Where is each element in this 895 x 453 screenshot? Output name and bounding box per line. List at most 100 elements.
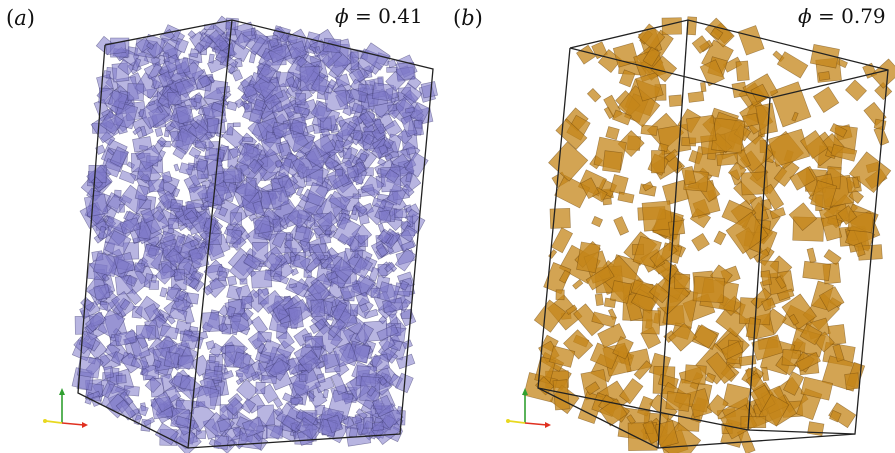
particle	[640, 124, 658, 136]
particle	[107, 89, 129, 110]
particle	[227, 275, 237, 286]
particle	[555, 118, 588, 150]
particle	[174, 76, 199, 96]
particle	[853, 242, 866, 257]
particle	[706, 394, 729, 417]
particle	[208, 355, 216, 364]
particle	[617, 191, 635, 204]
particle	[239, 278, 248, 285]
particle	[351, 256, 374, 279]
particle	[225, 305, 237, 318]
particle	[255, 352, 272, 364]
particle	[168, 307, 188, 322]
particle	[115, 374, 127, 384]
particle	[131, 57, 142, 72]
particle	[99, 301, 109, 311]
particle	[548, 141, 589, 182]
particle	[420, 81, 438, 99]
particle	[395, 61, 416, 81]
particle	[119, 298, 131, 311]
particle	[725, 211, 769, 255]
particle	[305, 182, 329, 208]
particle	[229, 212, 242, 226]
particle	[837, 205, 858, 226]
particle	[155, 263, 177, 285]
particle	[818, 71, 831, 81]
particle	[800, 376, 834, 401]
particle	[185, 292, 200, 305]
panel-label-b: (b)	[453, 6, 483, 30]
particle	[788, 313, 799, 326]
particle	[272, 272, 290, 285]
particle	[248, 108, 264, 124]
particle	[85, 311, 107, 333]
particle	[168, 218, 179, 230]
particle	[612, 109, 632, 126]
particle	[157, 105, 164, 114]
particle	[263, 93, 281, 111]
particle	[691, 35, 711, 54]
particle	[352, 129, 363, 141]
particle	[642, 420, 661, 444]
particle	[292, 253, 311, 271]
particle	[722, 383, 751, 411]
particle	[137, 404, 149, 417]
particle	[157, 71, 174, 88]
particle	[143, 416, 155, 427]
particle	[188, 184, 209, 202]
particle	[848, 188, 864, 204]
particle	[641, 200, 673, 232]
particle	[299, 193, 310, 203]
particle	[810, 180, 838, 211]
particle	[328, 190, 351, 211]
particle	[740, 416, 767, 428]
particle	[414, 119, 423, 129]
particle	[699, 59, 725, 87]
particle	[806, 247, 817, 264]
particle	[293, 224, 314, 244]
particle	[174, 269, 185, 281]
particle	[591, 215, 604, 228]
particle	[760, 270, 772, 286]
particle	[173, 163, 180, 172]
particle	[156, 136, 167, 147]
particle	[201, 311, 220, 333]
particle	[384, 261, 396, 273]
particle	[612, 336, 634, 360]
particle	[93, 283, 111, 301]
axis-triad-a	[43, 388, 88, 428]
particle	[99, 110, 124, 135]
particle	[271, 229, 288, 249]
panel-a: (a) ϕ = 0.41	[0, 0, 447, 453]
particle	[400, 114, 418, 138]
particle	[296, 56, 308, 68]
particle	[353, 201, 368, 215]
particle	[136, 144, 163, 170]
bounding-box-a	[77, 19, 434, 449]
particle	[316, 210, 339, 232]
particle	[140, 243, 165, 270]
particle	[132, 136, 153, 153]
particle	[361, 174, 385, 199]
particle	[755, 102, 778, 135]
particle	[101, 380, 116, 399]
particle	[226, 122, 234, 136]
particle	[252, 200, 266, 218]
particle	[178, 355, 194, 369]
particle	[232, 122, 241, 127]
particle	[228, 146, 242, 159]
particle	[330, 372, 348, 396]
particle	[205, 340, 216, 350]
particle	[363, 133, 375, 146]
particle	[307, 279, 332, 304]
particle	[807, 421, 825, 437]
particle	[355, 291, 370, 307]
particle	[119, 217, 141, 235]
particle	[613, 216, 630, 236]
particle	[384, 168, 400, 184]
particle	[832, 343, 845, 362]
volume-fraction-label-a: ϕ = 0.41	[335, 4, 423, 28]
particle	[342, 416, 355, 429]
particle	[175, 104, 195, 125]
particle	[394, 208, 408, 219]
